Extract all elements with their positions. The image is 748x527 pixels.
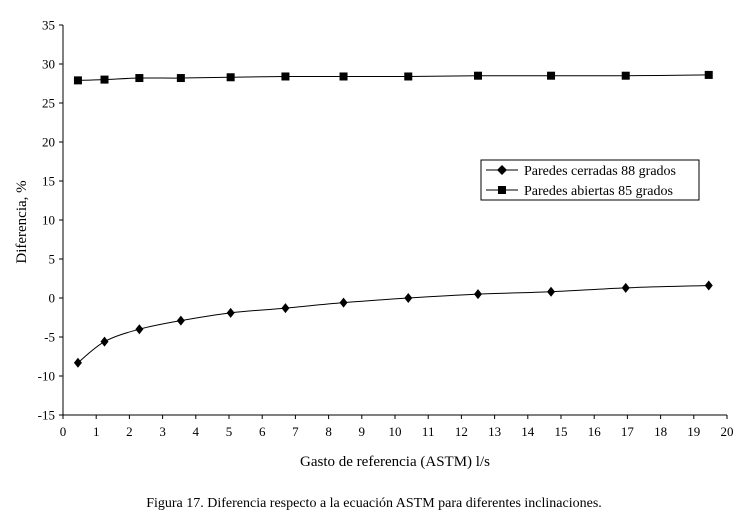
x-tick-label: 3 [159, 424, 166, 439]
data-point-diamond [281, 303, 290, 314]
data-point-square [226, 73, 235, 82]
x-tick-label: 7 [292, 424, 299, 439]
y-tick-label: 30 [42, 57, 55, 72]
x-tick-label: 14 [521, 424, 535, 439]
legend: Paredes cerradas 88 grados Paredes abier… [480, 159, 700, 201]
x-tick-label: 2 [126, 424, 133, 439]
y-tick-label: 20 [42, 135, 55, 150]
y-tick-label: 0 [49, 291, 56, 306]
data-point-square [621, 71, 630, 80]
axes [62, 25, 727, 416]
data-point-diamond [100, 336, 109, 347]
data-point-diamond [176, 315, 185, 326]
data-point-square [176, 74, 185, 83]
series-1 [73, 280, 713, 368]
legend-marker-series-1 [497, 165, 507, 175]
data-point-diamond [474, 289, 482, 300]
x-tick-label: 16 [588, 424, 602, 439]
y-tick-label: -10 [38, 369, 55, 384]
y-tick-label: 35 [42, 18, 55, 33]
data-point-square [404, 72, 413, 81]
data-point-diamond [135, 324, 144, 335]
x-tick-label: 13 [488, 424, 501, 439]
legend-box [480, 159, 700, 201]
x-axis-title: Gasto de referencia (ASTM) l/s [300, 454, 490, 470]
legend-marker-series-2 [498, 186, 506, 194]
data-point-square [547, 71, 556, 80]
x-tick-label: 11 [422, 424, 435, 439]
data-point-diamond [704, 280, 713, 291]
series-line [77, 285, 709, 364]
data-point-square [281, 72, 290, 81]
x-tick-label: 5 [226, 424, 233, 439]
x-tick-label: 20 [721, 424, 734, 439]
x-tick-label: 17 [621, 424, 635, 439]
y-axis-title: Diferencia, % [14, 180, 30, 263]
y-axis-ticks: 35 30 25 20 15 10 5 0 -5 -10 -15 [38, 18, 63, 423]
data-point-diamond [547, 286, 556, 297]
x-tick-label: 15 [555, 424, 568, 439]
x-tick-label: 4 [193, 424, 200, 439]
x-tick-label: 18 [654, 424, 667, 439]
y-tick-label: 10 [42, 213, 55, 228]
x-tick-label: 9 [359, 424, 366, 439]
data-point-diamond [226, 307, 235, 318]
data-point-square [135, 74, 144, 83]
y-tick-label: 25 [42, 96, 55, 111]
data-point-square [474, 71, 482, 80]
x-tick-label: 6 [259, 424, 266, 439]
data-point-diamond [404, 293, 413, 303]
x-tick-label: 0 [60, 424, 67, 439]
data-point-diamond [73, 357, 82, 368]
y-tick-label: -5 [44, 330, 55, 345]
series-layer [73, 70, 713, 368]
series-2 [73, 70, 713, 85]
data-point-square [73, 76, 82, 85]
data-point-square [339, 72, 348, 81]
x-axis-ticks: 0 1 2 3 4 5 6 7 8 9 10 11 12 13 14 15 16 17 18 19 20 [60, 415, 734, 439]
data-point-square [704, 70, 713, 79]
legend-label-series-2: Paredes abiertas 85 grados [524, 184, 673, 199]
x-tick-label: 1 [93, 424, 100, 439]
x-tick-label: 19 [687, 424, 700, 439]
y-tick-label: -15 [38, 408, 55, 423]
data-point-diamond [621, 282, 630, 293]
data-point-diamond [339, 297, 348, 308]
series-line [77, 74, 709, 81]
x-tick-label: 10 [389, 424, 402, 439]
x-tick-label: 8 [325, 424, 332, 439]
y-tick-label: 15 [42, 174, 55, 189]
y-tick-label: 5 [49, 252, 56, 267]
data-point-square [100, 75, 109, 84]
figure-caption: Figura 17. Diferencia respecto a la ecua… [146, 496, 602, 511]
x-tick-label: 12 [455, 424, 468, 439]
legend-label-series-1: Paredes cerradas 88 grados [524, 164, 676, 179]
